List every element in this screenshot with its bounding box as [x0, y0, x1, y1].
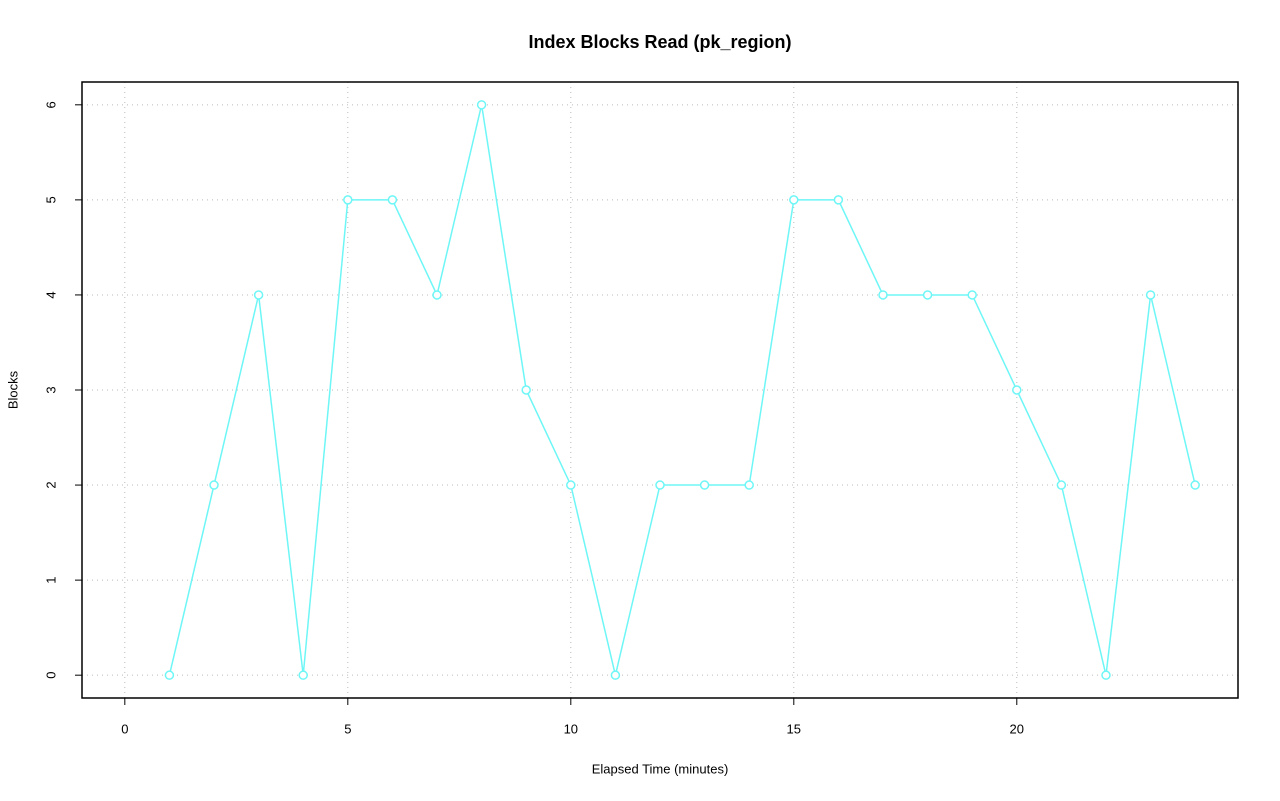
- data-point: [566, 480, 576, 490]
- data-point: [699, 480, 710, 490]
- data-point: [253, 290, 264, 300]
- data-point: [1145, 290, 1156, 300]
- data-point: [343, 195, 353, 205]
- x-tick-label: 5: [344, 721, 351, 736]
- x-tick-label: 20: [1010, 721, 1024, 736]
- y-tick-label: 6: [43, 101, 58, 108]
- data-point: [1056, 480, 1067, 490]
- y-tick-label: 4: [43, 291, 58, 298]
- x-tick-label: 10: [564, 721, 578, 736]
- x-tick-label: 15: [787, 721, 801, 736]
- data-point: [655, 480, 665, 490]
- data-point: [922, 290, 933, 300]
- data-point: [432, 290, 442, 300]
- data-point: [521, 385, 531, 395]
- data-point: [1190, 480, 1200, 490]
- y-tick-label: 0: [43, 672, 58, 679]
- data-point: [387, 195, 398, 205]
- data-point: [1101, 670, 1111, 680]
- data-point: [967, 290, 977, 300]
- chart-title: Index Blocks Read (pk_region): [528, 32, 791, 52]
- x-axis-label: Elapsed Time (minutes): [592, 761, 729, 776]
- data-point: [610, 670, 621, 680]
- y-axis-label: Blocks: [5, 370, 20, 409]
- data-point: [789, 195, 799, 205]
- data-point: [209, 480, 219, 490]
- x-tick-label: 0: [121, 721, 128, 736]
- data-point: [476, 100, 487, 110]
- data-point: [833, 195, 844, 205]
- y-tick-label: 5: [43, 196, 58, 203]
- y-tick-label: 3: [43, 386, 58, 393]
- data-point: [744, 480, 754, 490]
- series-line: [168, 104, 1196, 676]
- data-point: [298, 670, 308, 680]
- data-point: [878, 290, 888, 300]
- data-point: [164, 670, 175, 680]
- data-point: [1012, 385, 1022, 395]
- plot-frame: [81, 81, 1239, 699]
- y-tick-label: 2: [43, 481, 58, 488]
- y-tick-label: 1: [43, 577, 58, 584]
